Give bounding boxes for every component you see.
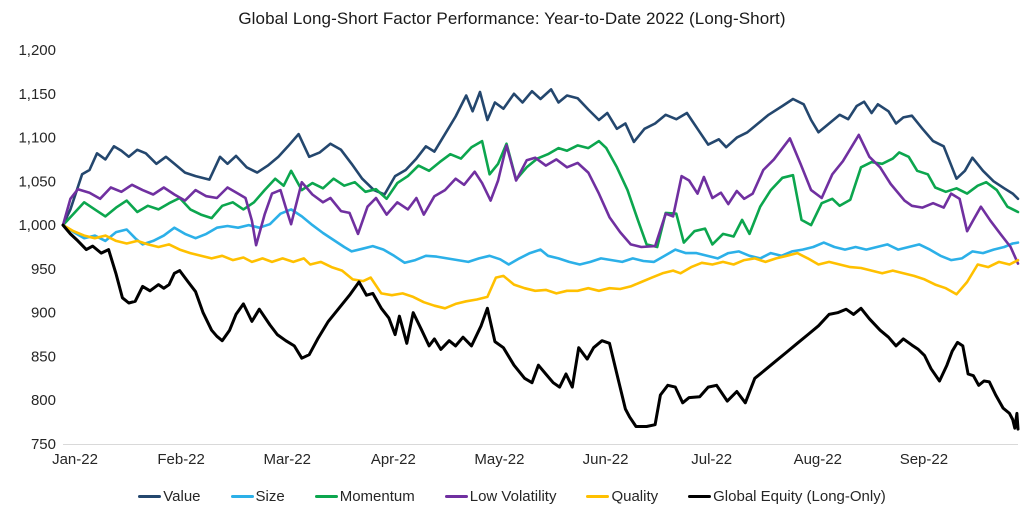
x-tick-label: Mar-22 [263,451,311,468]
legend-label: Low Volatility [469,488,557,505]
y-tick-label: 1,100 [18,130,56,147]
chart-title: Global Long-Short Factor Performance: Ye… [238,9,786,28]
y-axis-tick-labels: 750 800 850 900 950 1,000 1,050 1,100 1,150 1,200 [18,42,56,453]
legend-label: Value [163,488,201,505]
legend-line-swatch [586,495,610,498]
y-tick-label: 850 [31,348,56,365]
y-tick-label: 950 [31,261,56,278]
series-line-momentum [61,139,1020,249]
series-line-global-equity-long-only [61,223,1020,431]
legend-line-swatch [688,495,712,498]
legend-item-momentum[interactable]: Momentum [314,488,415,505]
legend-label: Quality [611,488,659,505]
x-tick-label: Jul-22 [691,451,732,468]
legend-line-swatch [444,495,468,498]
x-tick-label: Jan-22 [52,451,98,468]
x-axis-tick-labels: Jan-22 Feb-22 Mar-22 Apr-22 May-22 Jun-22 Jul-… [52,451,948,468]
y-tick-label: 1,200 [18,42,56,59]
legend-label: Global Equity (Long-Only) [713,488,886,505]
x-tick-label: Feb-22 [157,451,205,468]
legend-item-quality[interactable]: Quality [586,488,658,505]
y-tick-label: 900 [31,305,56,322]
series-line-low-volatility [61,133,1020,265]
legend-item-global-equity-long-only[interactable]: Global Equity (Long-Only) [688,488,886,505]
chart-legend: Value Size Momentum Low Volatility Quality Gl… [0,488,1024,505]
series-line-size [61,208,1020,266]
y-tick-label: 1,000 [18,217,56,234]
legend-line-swatch [138,495,162,498]
legend-line-swatch [230,495,254,498]
legend-item-low-volatility[interactable]: Low Volatility [444,488,557,505]
series-line-quality [61,223,1020,310]
x-tick-label: Sep-22 [900,451,948,468]
legend-item-value[interactable]: Value [138,488,201,505]
legend-line-swatch [314,495,338,498]
legend-label: Momentum [339,488,415,505]
x-tick-label: May-22 [474,451,524,468]
x-tick-label: Jun-22 [583,451,629,468]
y-tick-label: 1,050 [18,173,56,190]
series-line-value [61,88,1020,227]
x-tick-label: Apr-22 [371,451,416,468]
legend-label: Size [255,488,285,505]
y-tick-label: 1,150 [18,86,56,103]
legend-item-size[interactable]: Size [230,488,285,505]
y-tick-label: 800 [31,392,56,409]
x-tick-label: Aug-22 [794,451,842,468]
y-tick-label: 750 [31,436,56,453]
